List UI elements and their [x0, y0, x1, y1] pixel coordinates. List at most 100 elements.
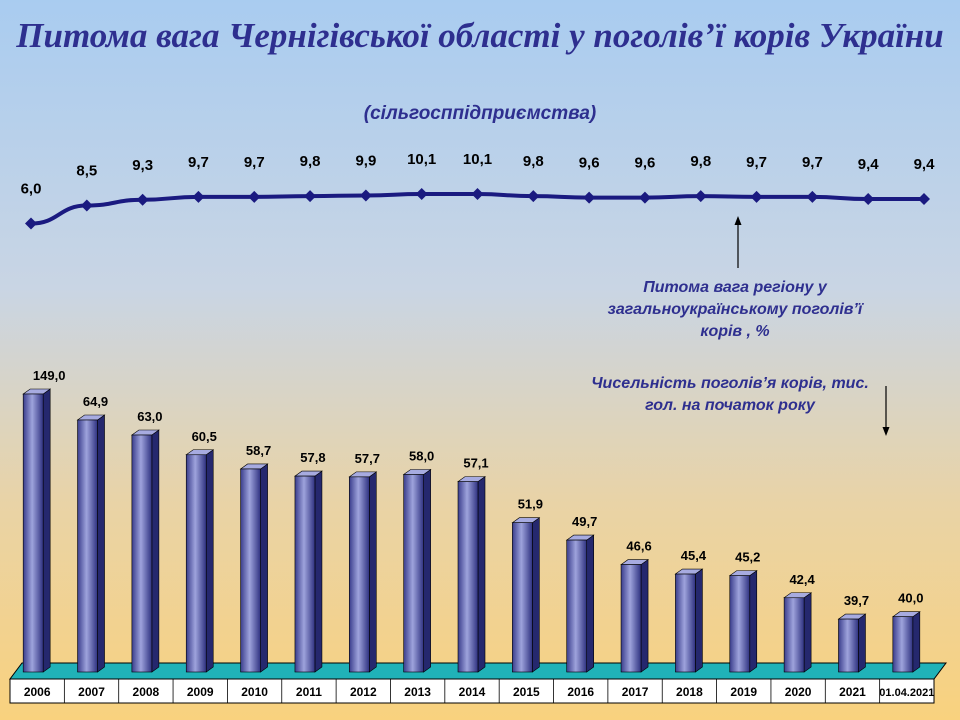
x-axis-labels: 2006 2007 2008 2009 2010 2011 2012 2013 2014 2015…	[24, 685, 935, 699]
bar-side	[858, 613, 866, 673]
bar-side	[205, 449, 214, 673]
x-label-2009: 2009	[187, 685, 214, 699]
line-label-2021: 9,4	[858, 156, 880, 173]
line-label-2020: 9,7	[802, 154, 823, 171]
bar-front	[131, 434, 153, 673]
x-label-2016: 2016	[567, 685, 594, 699]
line-marker-2010	[248, 190, 261, 203]
chart-title: Питома вага Чернігівської області у пого…	[16, 16, 944, 55]
bar-2020	[783, 592, 813, 673]
line-label-2015: 9,8	[523, 153, 544, 170]
bar-label-2014: 57,1	[463, 456, 488, 471]
bar-label-2019: 45,2	[735, 550, 760, 565]
bar-front	[838, 618, 859, 673]
line-label-2016: 9,6	[579, 155, 600, 172]
bar-front	[729, 575, 751, 673]
bar-label-2018: 45,4	[681, 548, 707, 563]
line-marker-2015	[527, 190, 540, 203]
bar-side	[260, 463, 268, 673]
bar-2018	[674, 568, 704, 673]
bar-front	[566, 539, 588, 673]
line-marker-2016	[583, 191, 596, 204]
bar-front	[348, 476, 370, 673]
x-label-2013: 2013	[404, 685, 431, 699]
x-label-2018: 2018	[676, 685, 703, 699]
line-label-2018: 9,8	[690, 153, 711, 170]
bar-label-2020: 42,4	[789, 572, 815, 587]
line-label-2017: 9,6	[635, 155, 656, 172]
bar-series-note: Чисельність поголів’я корів, тис. гол. н…	[591, 375, 869, 414]
x-label-2015: 2015	[513, 685, 540, 699]
bar-2019	[728, 570, 758, 673]
bar-label-2008: 63,0	[137, 409, 162, 424]
bar-label-2016: 49,7	[572, 514, 597, 529]
line-series	[25, 188, 930, 230]
bar-front	[783, 597, 805, 673]
line-label-2006: 6,0	[21, 181, 42, 198]
bar-side	[803, 592, 812, 673]
bar-side	[912, 611, 921, 673]
bar-label-2015: 51,9	[518, 497, 543, 512]
pointer-arrow-down	[882, 386, 890, 436]
bar-front	[892, 616, 914, 673]
bar-side	[586, 534, 595, 673]
x-axis-strip	[9, 678, 935, 704]
bar-front	[240, 468, 261, 673]
line-label-2009: 9,7	[188, 154, 209, 171]
bar-side	[477, 476, 486, 673]
x-label-2007: 2007	[78, 685, 105, 699]
bar-label-2013: 58,0	[409, 449, 434, 464]
bar-front	[620, 564, 642, 673]
bar-2006	[22, 388, 52, 673]
line-marker-2012	[359, 189, 372, 202]
line-marker-2019	[750, 190, 763, 203]
line-marker-2021	[862, 193, 875, 206]
line-label-01.04.2021: 9,4	[914, 156, 936, 173]
line-marker-2014	[471, 188, 484, 200]
bar-2016	[565, 534, 595, 673]
x-label-01.04.2021: 01.04.2021	[879, 687, 934, 699]
line-marker-2006	[25, 217, 37, 230]
x-label-2010: 2010	[241, 685, 268, 699]
line-marker-2007	[80, 199, 93, 212]
x-label-2014: 2014	[459, 685, 486, 699]
line-label-2012: 9,9	[355, 152, 376, 169]
bar-side	[42, 388, 51, 673]
bar-label-2011: 57,8	[300, 450, 325, 465]
line-label-2008: 9,3	[132, 157, 153, 174]
bar-2021	[837, 613, 867, 673]
bar-2008	[130, 429, 160, 673]
bar-side	[749, 570, 758, 673]
line-marker-2018	[694, 190, 707, 203]
bar-label-2017: 46,6	[626, 539, 651, 554]
x-label-2021: 2021	[839, 685, 866, 699]
pointer-arrow-up	[734, 216, 742, 268]
bar-2012	[348, 471, 378, 673]
x-label-2008: 2008	[133, 685, 160, 699]
line-marker-01.04.2021	[918, 193, 930, 206]
bar-2007	[76, 414, 106, 673]
bar-label-01.04.2021: 40,0	[898, 591, 923, 606]
bar-2011	[294, 470, 323, 673]
bar-2014	[457, 476, 486, 673]
bar-front	[675, 573, 696, 673]
bar-front	[512, 522, 533, 673]
bar-side	[97, 414, 105, 673]
line-data-labels: 6,0 8,5 9,3 9,7 9,7 9,8 9,9 10,1 10,1 9,8 9,6 9,6 9,…	[21, 151, 936, 198]
line-label-2007: 8,5	[76, 163, 97, 180]
line-marker-2017	[638, 191, 651, 204]
bar-side	[695, 568, 703, 673]
bar-front	[185, 454, 207, 673]
bar-label-2009: 60,5	[192, 429, 217, 444]
bar-label-2021: 39,7	[844, 593, 869, 608]
x-label-2011: 2011	[296, 685, 322, 699]
line-label-2011: 9,8	[300, 153, 321, 170]
bar-front	[22, 393, 44, 673]
x-label-2012: 2012	[350, 685, 377, 699]
x-label-2017: 2017	[622, 685, 649, 699]
bar-2017	[620, 558, 649, 673]
bar-series	[22, 388, 921, 673]
bar-2009	[185, 449, 215, 673]
bar-label-2006: 149,0	[33, 368, 66, 383]
